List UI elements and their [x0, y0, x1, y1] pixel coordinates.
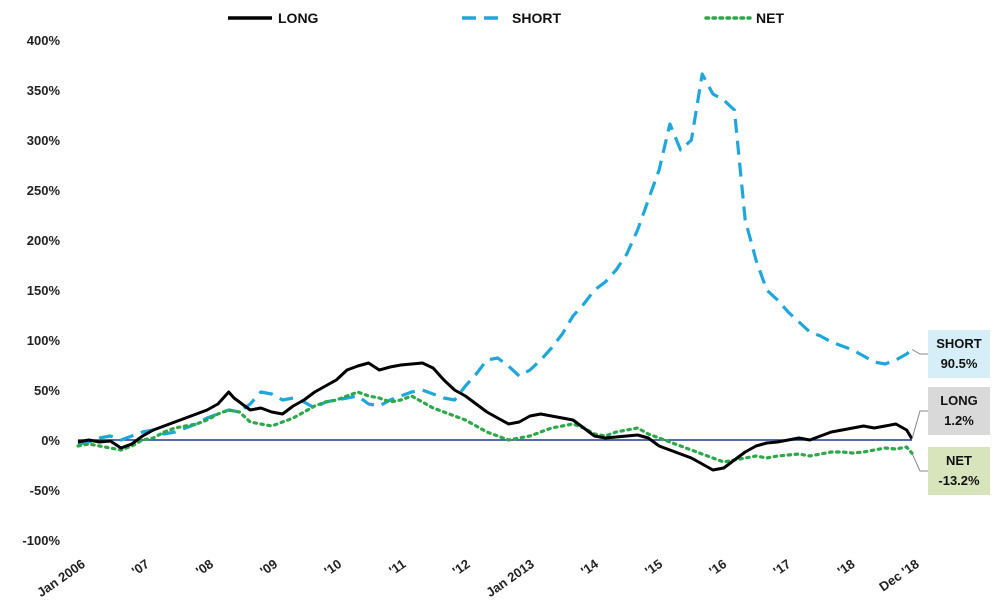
end-label-box-short [928, 330, 990, 378]
y-tick-label: 100% [27, 333, 61, 348]
series-layer [76, 72, 914, 472]
end-label-text-long: 1.2% [944, 413, 974, 428]
end-label-text-long: LONG [940, 393, 978, 408]
x-tick-label: '12 [450, 556, 473, 578]
x-tick-label: '11 [386, 556, 408, 578]
x-tick-label: Jan 2006 [34, 556, 88, 600]
legend-label-short: SHORT [512, 10, 561, 26]
y-tick-label: 0% [41, 433, 60, 448]
y-tick-label: 350% [27, 83, 61, 98]
x-tick-label: '16 [706, 556, 729, 578]
y-tick-label: 200% [27, 233, 61, 248]
series-line-long [77, 361, 914, 472]
end-label-text-net: -13.2% [938, 473, 980, 488]
end-label-box-long [928, 387, 990, 435]
y-tick-label: 50% [34, 383, 60, 398]
x-tick-label: '08 [193, 556, 216, 578]
x-tick-label: '10 [321, 556, 344, 578]
x-tick-label: '17 [770, 556, 793, 578]
y-tick-label: -50% [30, 483, 61, 498]
end-label-leader-long [911, 410, 928, 439]
x-tick-label: '15 [642, 556, 665, 578]
end-label-leader-net [911, 452, 928, 472]
y-tick-label: -100% [22, 533, 60, 548]
legend-label-long: LONG [278, 10, 319, 26]
end-label-text-short: 90.5% [941, 356, 978, 371]
series-line-net [76, 390, 914, 464]
end-label-text-short: SHORT [936, 336, 982, 351]
y-tick-label: 150% [27, 283, 61, 298]
series-line-short [77, 72, 914, 446]
legend: LONG SHORT NET [228, 10, 784, 26]
y-tick-label: 400% [27, 33, 61, 48]
end-labels: LONG 1.2% SHORT 90.5% NET -13.2% [911, 330, 990, 495]
x-tick-label: '09 [257, 556, 280, 578]
y-tick-label: 250% [27, 183, 61, 198]
x-tick-label: '07 [129, 556, 152, 578]
x-tick-label: Dec '18 [876, 556, 921, 594]
x-tick-label: '14 [578, 556, 602, 579]
x-tick-label: Jan 2013 [483, 556, 537, 600]
y-axis: 400% 350% 300% 250% 200% 150% 100% 50% 0% -50% -10… [22, 33, 60, 548]
y-tick-label: 300% [27, 133, 61, 148]
legend-label-net: NET [756, 10, 784, 26]
x-axis: Jan 2006 '07 '08 '09 '10 '11 '12 Jan 2013 '14 '15… [34, 556, 922, 600]
end-label-text-net: NET [946, 453, 972, 468]
x-tick-label: '18 [835, 556, 858, 578]
end-label-leader-short [911, 349, 928, 355]
end-label-box-net [928, 447, 990, 495]
